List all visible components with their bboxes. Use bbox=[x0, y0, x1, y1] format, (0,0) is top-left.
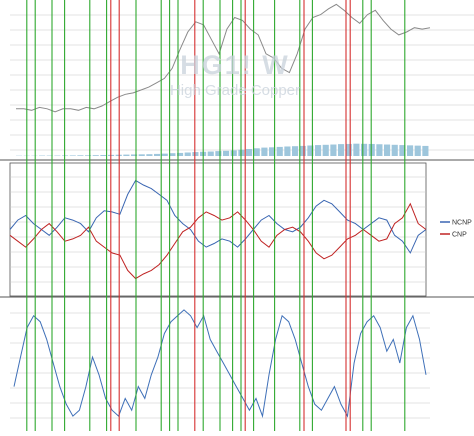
series-line-ncnp bbox=[10, 180, 426, 253]
volume-bar bbox=[208, 152, 214, 156]
volume-bar bbox=[192, 152, 198, 156]
volume-bar bbox=[277, 147, 283, 156]
volume-bar bbox=[185, 153, 191, 157]
volume-bar bbox=[284, 146, 290, 156]
volume-bar bbox=[300, 146, 306, 156]
legend-label-ncnp: NCNP bbox=[452, 220, 472, 227]
volume-bar bbox=[223, 151, 229, 156]
volume-bar bbox=[123, 155, 129, 156]
volume-bar bbox=[93, 155, 99, 156]
volume-bar bbox=[100, 155, 106, 156]
volume-bar bbox=[261, 148, 267, 156]
price-line bbox=[16, 4, 430, 111]
volume-bar bbox=[376, 144, 382, 156]
volume-bar bbox=[338, 144, 344, 156]
volume-bar bbox=[254, 148, 260, 156]
volume-bar bbox=[323, 145, 329, 156]
volume-bar bbox=[146, 154, 152, 156]
volume-bar bbox=[392, 145, 398, 156]
volume-bar bbox=[169, 153, 175, 156]
volume-bar bbox=[154, 154, 160, 156]
volume-bar bbox=[353, 144, 359, 156]
volume-bar bbox=[384, 145, 390, 156]
volume-bar bbox=[70, 155, 76, 156]
volume-bar bbox=[246, 149, 252, 156]
volume-bar bbox=[162, 154, 168, 156]
volume-bar bbox=[292, 146, 298, 156]
volume-bar bbox=[422, 146, 428, 156]
volume-bar bbox=[346, 144, 352, 156]
volume-bar bbox=[407, 145, 413, 156]
volume-bar bbox=[315, 145, 321, 156]
volume-bar bbox=[415, 146, 421, 156]
volume-bar bbox=[361, 144, 367, 156]
volume-bar bbox=[77, 155, 83, 156]
volume-bar bbox=[231, 150, 237, 156]
vertical-markers bbox=[27, 0, 405, 431]
volume-bar bbox=[330, 145, 336, 156]
volume-bar bbox=[139, 154, 145, 156]
legend-label-cnp: CNP bbox=[452, 232, 467, 239]
chart-legend: NCNP CNP bbox=[440, 220, 472, 239]
